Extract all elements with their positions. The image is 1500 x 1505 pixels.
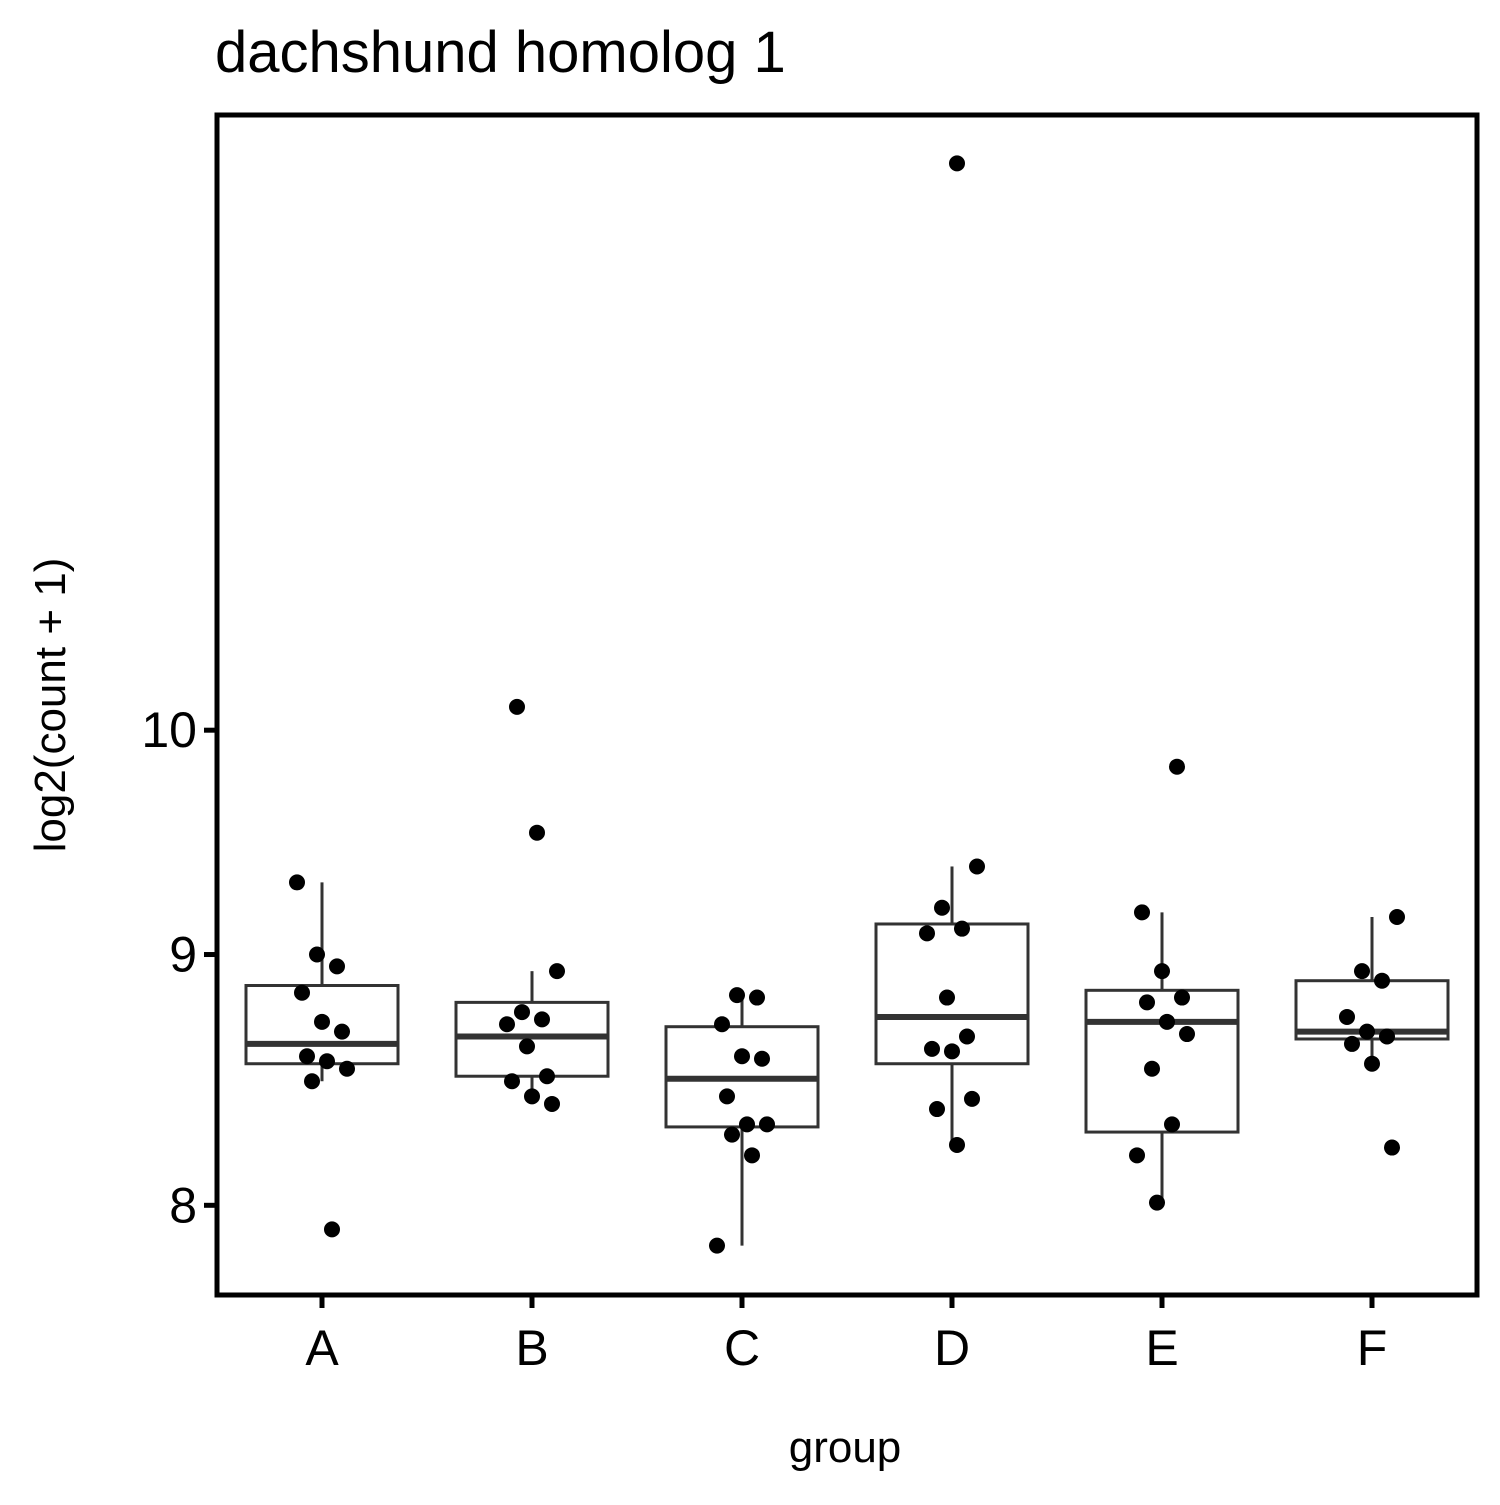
point [1129,1147,1145,1164]
y-tick-label: 10 [141,702,197,758]
point [739,1116,755,1133]
y-tick-label: 9 [169,927,197,983]
point [339,1060,355,1077]
point [1174,989,1190,1006]
point [1159,1013,1175,1030]
point [529,824,545,841]
point [944,1043,960,1060]
point [949,155,965,172]
x-tick-label: E [1145,1320,1178,1376]
point [754,1050,770,1067]
point [549,963,565,980]
point [1384,1139,1400,1156]
point [954,920,970,937]
point [314,1013,330,1030]
point [329,958,345,975]
box [874,922,1030,1066]
point [734,1048,750,1065]
point [709,1237,725,1254]
point [929,1101,945,1118]
x-tick-label: A [305,1320,339,1376]
point [1164,1116,1180,1133]
point [1339,1008,1355,1025]
point [1374,972,1390,989]
point [499,1016,515,1033]
point [964,1090,980,1107]
point [1344,1035,1360,1052]
y-axis-title: log2(count + 1) [26,558,75,853]
point [524,1088,540,1105]
point [514,1004,530,1021]
point [539,1068,555,1085]
point [1364,1055,1380,1072]
point [304,1073,320,1090]
point [919,925,935,942]
point [1139,994,1155,1011]
point [749,989,765,1006]
point [319,1053,335,1070]
point [1359,1023,1375,1040]
x-tick-label: D [934,1320,970,1376]
plot-border [214,112,1480,1298]
point [1144,1060,1160,1077]
chart-title: dachshund homolog 1 [215,20,786,85]
x-axis-title: group [789,1423,902,1472]
point [1134,904,1150,921]
point [969,858,985,875]
point [759,1116,775,1133]
point [1379,1028,1395,1045]
point [744,1147,760,1164]
point [1169,758,1185,775]
point [724,1126,740,1143]
point [504,1073,520,1090]
point [934,899,950,916]
box [1084,988,1240,1134]
point [1179,1026,1195,1043]
point [1149,1194,1165,1211]
point [519,1038,535,1055]
y-tick-label: 8 [169,1177,197,1233]
point [924,1040,940,1057]
point [294,984,310,1001]
point [714,1016,730,1033]
point [1354,963,1370,980]
point [1389,909,1405,926]
point [719,1088,735,1105]
x-tick-label: B [515,1320,548,1376]
point [544,1095,560,1112]
point [939,989,955,1006]
point [729,987,745,1004]
point [1154,963,1170,980]
point [324,1221,340,1238]
x-tick-label: F [1357,1320,1388,1376]
point [949,1136,965,1153]
x-tick-label: C [724,1320,760,1376]
point [334,1023,350,1040]
point [309,946,325,963]
point [509,698,525,715]
point [289,874,305,891]
point [534,1011,550,1028]
point [299,1048,315,1065]
point [959,1028,975,1045]
box [1294,979,1450,1041]
